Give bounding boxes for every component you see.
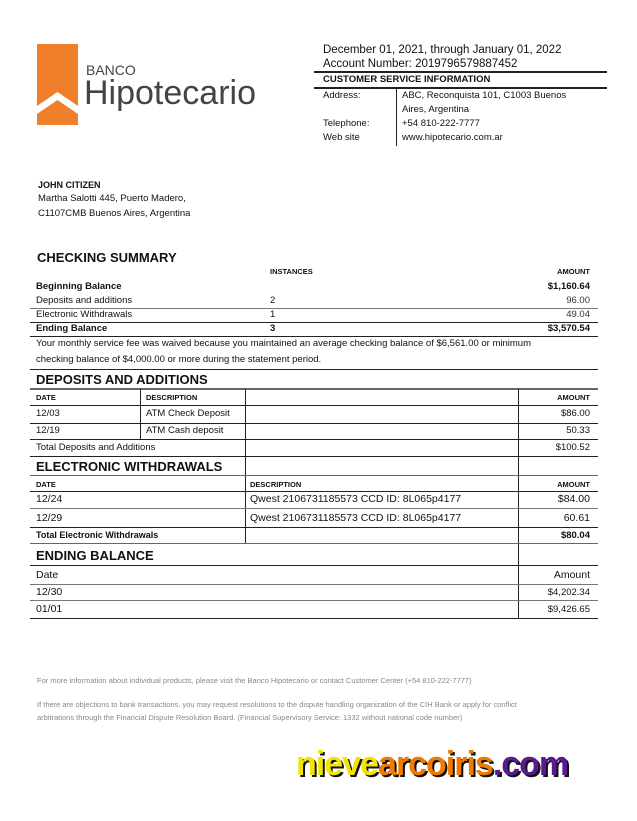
row-description: Qwest 2106731185573 CCD ID: 8L065p4177 (250, 512, 462, 524)
col-instances: INSTANCES (270, 267, 313, 276)
customer-service-title: CUSTOMER SERVICE INFORMATION (323, 74, 491, 85)
withdrawals-title: ELECTRONIC WITHDRAWALS (36, 459, 223, 474)
footer-dispute-line2: arbitrations through the Financial Dispu… (37, 713, 463, 722)
telephone-label: Telephone: (323, 118, 370, 129)
telephone: +54 810-222-7777 (402, 118, 480, 129)
row-instances: 1 (270, 309, 276, 320)
deposits-total-label: Total Deposits and Additions (36, 442, 156, 453)
col-date: Date (36, 569, 59, 581)
account-number: 2019796579887452 (415, 58, 518, 70)
withdrawals-total: $80.04 (560, 530, 590, 541)
row-date: 12/03 (36, 408, 60, 419)
row-label: Deposits and additions (36, 295, 133, 306)
watermark-part3: .com (492, 745, 569, 783)
deposits-title: DEPOSITS AND ADDITIONS (36, 372, 208, 387)
watermark-part1: nieve (296, 745, 379, 783)
row-amount: $3,570.54 (547, 323, 590, 334)
customer-name: JOHN CITIZEN (38, 180, 101, 190)
checking-summary-title: CHECKING SUMMARY (37, 250, 177, 265)
statement-period: December 01, 2021, through January 01, 2… (323, 44, 562, 56)
row-amount: 96.00 (566, 295, 590, 306)
row-amount: 60.61 (563, 512, 590, 524)
deposits-total: $100.52 (555, 442, 590, 453)
row-description: ATM Check Deposit (146, 408, 230, 419)
address-line2: Aires, Argentina (402, 104, 470, 115)
customer-address-line1: Martha Salotti 445, Puerto Madero, (38, 193, 186, 204)
row-date: 12/24 (36, 493, 63, 505)
col-amount: Amount (553, 569, 590, 581)
row-label: Beginning Balance (36, 281, 122, 292)
customer-address-line2: C1107CMB Buenos Aires, Argentina (38, 208, 191, 219)
address-line1: ABC, Reconquista 101, C1003 Buenos (402, 90, 567, 101)
footer-dispute-line1: If there are objections to bank transact… (37, 700, 517, 709)
col-description: DESCRIPTION (250, 480, 302, 489)
watermark: nievearcoiris.com (296, 745, 569, 784)
col-amount: AMOUNT (557, 393, 590, 402)
row-instances: 2 (270, 295, 276, 306)
col-amount: AMOUNT (557, 267, 590, 276)
service-fee-note-line1: Your monthly service fee was waived beca… (36, 338, 531, 349)
row-amount: $4,202.34 (547, 587, 590, 598)
logo-banco: BANCO (86, 62, 136, 78)
col-date: DATE (36, 480, 56, 489)
row-amount: 49.04 (566, 309, 590, 320)
row-amount: $84.00 (557, 493, 590, 505)
account-number-line: Account Number: 2019796579887452 (323, 58, 517, 70)
row-amount: $86.00 (560, 408, 590, 419)
service-fee-note-line2: checking balance of $4,000.00 or more du… (36, 354, 322, 365)
logo-name: Hipotecario (84, 74, 256, 112)
row-amount: $1,160.64 (547, 281, 590, 292)
logo-house-icon (37, 44, 78, 125)
row-date: 12/30 (36, 586, 63, 598)
row-amount: 50.33 (566, 425, 590, 436)
bank-logo (37, 44, 78, 125)
row-date: 01/01 (36, 603, 63, 615)
row-date: 12/19 (36, 425, 60, 436)
address-label: Address: (323, 90, 361, 101)
website-label: Web site (323, 132, 360, 143)
withdrawals-total-label: Total Electronic Withdrawals (36, 530, 159, 540)
row-amount: $9,426.65 (547, 604, 590, 615)
website[interactable]: www.hipotecario.com.ar (402, 132, 503, 143)
col-amount: AMOUNT (557, 480, 590, 489)
watermark-part2: arcoiris (377, 745, 494, 783)
row-description: Qwest 2106731185573 CCD ID: 8L065p4177 (250, 493, 462, 505)
col-description: DESCRIPTION (146, 393, 198, 402)
row-date: 12/29 (36, 512, 63, 524)
ending-balance-title: ENDING BALANCE (36, 548, 154, 563)
row-label: Ending Balance (36, 323, 108, 334)
row-instances: 3 (270, 323, 276, 334)
row-label: Electronic Withdrawals (36, 309, 133, 320)
account-label: Account Number: (323, 58, 412, 70)
footer-info: For more information about individual pr… (37, 676, 472, 685)
col-date: DATE (36, 393, 56, 402)
row-description: ATM Cash deposit (146, 425, 224, 436)
